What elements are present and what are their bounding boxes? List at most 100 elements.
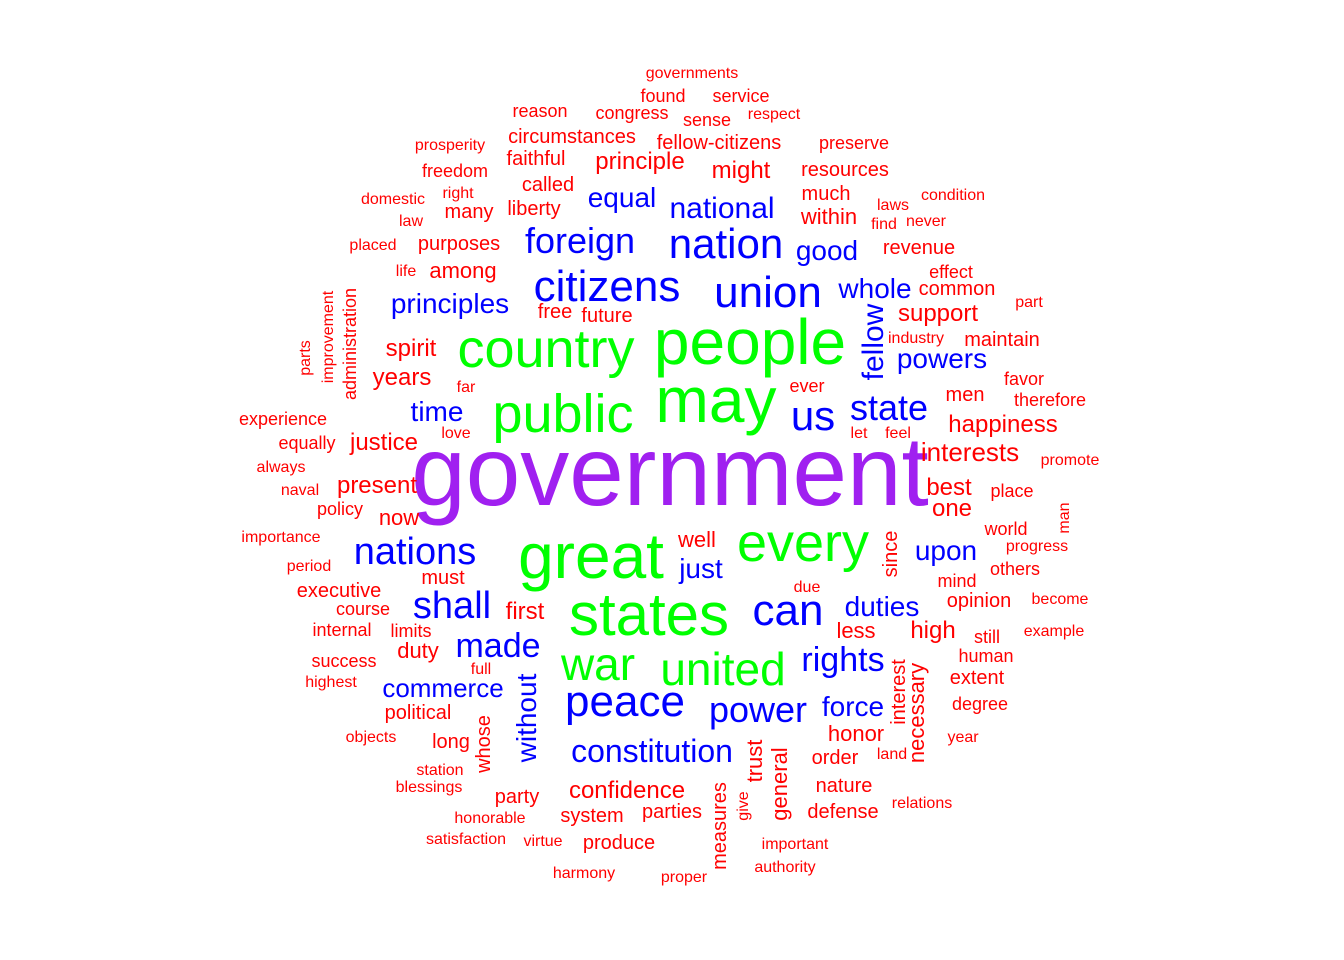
word-liberty: liberty xyxy=(507,198,560,220)
word-great: great xyxy=(518,520,664,592)
word-country: country xyxy=(457,319,634,379)
word-states: states xyxy=(569,581,729,648)
word-high: high xyxy=(910,617,955,644)
word-prosperity: prosperity xyxy=(415,137,485,154)
word-purposes: purposes xyxy=(418,233,500,255)
word-fellow-citizens: fellow-citizens xyxy=(657,132,781,154)
word-party: party xyxy=(495,786,539,808)
word-find: find xyxy=(871,216,897,233)
word-whose: whose xyxy=(473,715,495,774)
word-present: present xyxy=(337,472,417,499)
word-whole: whole xyxy=(837,273,911,304)
word-extent: extent xyxy=(950,667,1005,689)
word-force: force xyxy=(822,691,884,722)
word-industry: industry xyxy=(888,330,944,347)
word-world: world xyxy=(983,519,1027,539)
word-men: men xyxy=(946,384,985,406)
word-political: political xyxy=(385,702,452,724)
word-let: let xyxy=(851,425,868,442)
word-others: others xyxy=(990,559,1040,579)
word-must: must xyxy=(421,567,465,589)
word-honor: honor xyxy=(828,721,884,746)
word-principles: principles xyxy=(391,288,509,319)
word-every: every xyxy=(737,513,869,573)
word-rights: rights xyxy=(801,641,884,679)
word-best: best xyxy=(926,474,972,501)
word-system: system xyxy=(560,805,623,827)
word-opinion: opinion xyxy=(947,590,1012,612)
word-resources: resources xyxy=(801,159,889,181)
word-powers: powers xyxy=(897,343,987,374)
word-may: may xyxy=(656,364,777,436)
word-time: time xyxy=(411,396,464,427)
word-human: human xyxy=(958,646,1013,666)
word-congress: congress xyxy=(595,103,668,123)
word-land: land xyxy=(877,746,907,763)
word-placed: placed xyxy=(349,237,396,254)
word-can: can xyxy=(753,586,824,635)
word-shall: shall xyxy=(413,585,491,627)
word-virtue: virtue xyxy=(523,833,562,850)
word-reason: reason xyxy=(512,101,567,121)
word-success: success xyxy=(311,651,376,671)
word-sense: sense xyxy=(683,110,731,130)
word-confidence: confidence xyxy=(569,777,685,804)
word-experience: experience xyxy=(239,409,327,429)
word-foreign: foreign xyxy=(525,220,635,261)
word-faithful: faithful xyxy=(507,148,566,170)
word-people: people xyxy=(654,306,846,378)
word-many: many xyxy=(445,201,494,223)
word-objects: objects xyxy=(346,729,397,746)
word-equally: equally xyxy=(278,433,335,453)
word-preserve: preserve xyxy=(819,133,889,153)
word-therefore: therefore xyxy=(1014,390,1086,410)
word-proper: proper xyxy=(661,869,708,886)
word-interests: interests xyxy=(921,437,1019,467)
word-made: made xyxy=(455,627,540,665)
word-naval: naval xyxy=(281,482,319,499)
word-nation: nation xyxy=(669,220,783,267)
word-common: common xyxy=(919,278,996,300)
word-parts: parts xyxy=(297,340,314,376)
word-course: course xyxy=(336,599,390,619)
word-right: right xyxy=(442,185,474,202)
word-first: first xyxy=(506,598,545,625)
word-found: found xyxy=(640,86,685,106)
word-station: station xyxy=(416,762,463,779)
word-duty: duty xyxy=(397,638,439,663)
word-feel: feel xyxy=(885,425,911,442)
word-called: called xyxy=(522,174,574,196)
word-year: year xyxy=(947,729,979,746)
word-policy: policy xyxy=(317,499,363,519)
word-future: future xyxy=(581,305,632,327)
word-importance: importance xyxy=(241,529,320,546)
word-full: full xyxy=(471,661,491,678)
word-never: never xyxy=(906,213,947,230)
word-one: one xyxy=(932,495,972,522)
word-defense: defense xyxy=(807,801,878,823)
word-limits: limits xyxy=(391,621,432,641)
word-due: due xyxy=(794,579,821,596)
word-union: union xyxy=(714,268,822,317)
word-united: united xyxy=(660,643,785,695)
word-circumstances: circumstances xyxy=(508,126,636,148)
word-state: state xyxy=(850,387,928,428)
word-among: among xyxy=(429,258,496,283)
word-peace: peace xyxy=(565,677,685,726)
word-general: general xyxy=(767,747,792,820)
word-blessings: blessings xyxy=(396,779,463,796)
word-happiness: happiness xyxy=(948,411,1057,438)
word-citizens: citizens xyxy=(534,262,681,311)
word-condition: condition xyxy=(921,187,985,204)
word-promote: promote xyxy=(1041,452,1100,469)
word-internal: internal xyxy=(312,620,371,640)
word-public: public xyxy=(492,384,633,444)
word-justice: justice xyxy=(349,429,418,456)
word-upon: upon xyxy=(915,535,977,566)
word-war: war xyxy=(560,638,635,690)
word-spirit: spirit xyxy=(386,335,437,362)
word-good: good xyxy=(796,235,858,266)
word-still: still xyxy=(974,627,1000,647)
word-revenue: revenue xyxy=(883,237,955,259)
word-ever: ever xyxy=(789,376,824,396)
